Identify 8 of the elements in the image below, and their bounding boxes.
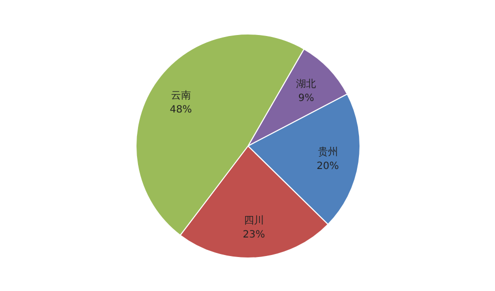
data-label: 23% [242,229,266,240]
slice-label: 四川 [244,214,264,226]
data-label: 48% [170,104,192,116]
data-label: 9% [298,93,314,104]
slice-label: 贵州 [318,146,338,158]
slice-label: 湖北 [296,78,316,90]
slice-label: 云南 [170,89,191,102]
data-label: 20% [316,160,339,172]
